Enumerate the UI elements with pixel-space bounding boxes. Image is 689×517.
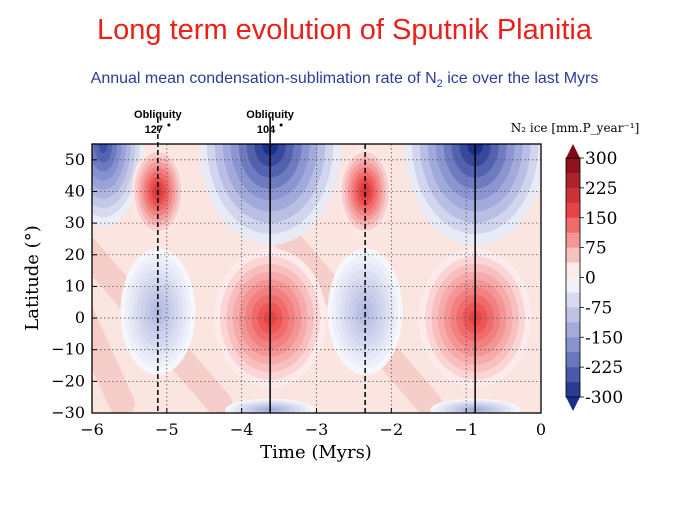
colorbar-segment	[566, 367, 580, 383]
colorbar-segment	[566, 247, 580, 264]
y-tick-label: 50	[65, 150, 85, 169]
contour-feature	[213, 248, 327, 388]
y-tick-label: −10	[51, 340, 85, 359]
colorbar-segment	[566, 262, 580, 278]
obliquity-labels: Obliquity 127 Obliquity 104	[134, 109, 295, 136]
colorbar-segment	[566, 232, 580, 249]
subtitle-subscript: 2	[436, 78, 443, 91]
x-tick-label: −5	[155, 420, 179, 439]
colorbar-tick-label: -300	[585, 388, 623, 408]
y-tick-label: 40	[65, 181, 85, 200]
colorbar-segment	[566, 202, 580, 219]
colorbar-segment	[566, 352, 580, 368]
colorbar-segment	[566, 307, 580, 323]
x-tick-label: −4	[230, 420, 254, 439]
obliquity-label: Obliquity	[246, 109, 295, 121]
slide-title: Long term evolution of Sputnik Planitia	[97, 14, 592, 46]
colorbar-tick-label: -225	[585, 358, 623, 378]
colorbar-tick-label: 225	[585, 179, 617, 199]
subtitle-text-end: ice over the last Myrs	[442, 70, 599, 87]
degree-mark	[167, 123, 171, 127]
colorbar-segment	[566, 292, 580, 308]
x-axis: −6 −5 −4 −3 −2 −1 0	[80, 408, 546, 439]
colorbar-bottom-arrow	[566, 397, 580, 411]
x-tick-label: −2	[380, 420, 404, 439]
y-tick-label: 0	[75, 308, 85, 327]
colorbar-segment	[566, 382, 580, 398]
colorbar-tick-label: -150	[585, 328, 623, 348]
y-tick-label: 20	[65, 245, 85, 264]
colorbar-segment	[566, 322, 580, 338]
contour-level	[98, 144, 108, 154]
colorbar-tick-label: -75	[585, 298, 612, 318]
colorbar-tick-label: 300	[585, 149, 617, 169]
obliquity-value: 127	[145, 124, 163, 136]
subtitle-text-start: Annual mean condensation-sublimation rat…	[90, 70, 437, 87]
contour-feature	[327, 248, 403, 376]
band-mark	[92, 306, 135, 413]
colorbar-tick-label: 0	[585, 269, 596, 289]
y-axis-label: Latitude (°)	[22, 225, 43, 330]
slide-subtitle: Annual mean condensation-sublimation rat…	[0, 70, 689, 90]
degree-mark	[279, 123, 283, 127]
x-tick-label: 0	[536, 420, 546, 439]
y-tick-label: 30	[65, 213, 85, 232]
colorbar: 300 225 150 75 0 -75 -150 -225 -300	[565, 144, 623, 411]
x-axis-label: Time (Myrs)	[260, 442, 372, 463]
colorbar-tick-label: 75	[585, 239, 607, 259]
colorbar-segment	[566, 172, 580, 189]
obliquity-label: Obliquity	[134, 109, 183, 121]
y-tick-label: 10	[65, 276, 85, 295]
x-tick-label: −6	[80, 420, 104, 439]
colorbar-segment	[566, 337, 580, 353]
colorbar-top-arrow	[566, 144, 580, 158]
x-tick-label: −1	[454, 420, 478, 439]
colorbar-label: N₂ ice [mm.P_year⁻¹]	[511, 121, 640, 135]
contour-feature	[92, 144, 145, 227]
x-tick-label: −3	[305, 420, 329, 439]
y-tick-label: −20	[51, 371, 85, 390]
y-axis: −30 −20 −10 0 10 20 30 40 50	[51, 150, 97, 422]
colorbar-segment	[566, 158, 580, 174]
colorbar-segment	[566, 217, 580, 234]
obliquity-lines	[157, 118, 476, 413]
contour-level	[360, 304, 370, 319]
y-tick-label: −30	[51, 403, 85, 422]
obliquity-value: 104	[257, 124, 276, 136]
colorbar-tick-label: 150	[585, 209, 617, 229]
grid-lines	[92, 144, 541, 413]
colorbar-segment	[566, 187, 580, 204]
colorbar-segment	[566, 277, 580, 293]
